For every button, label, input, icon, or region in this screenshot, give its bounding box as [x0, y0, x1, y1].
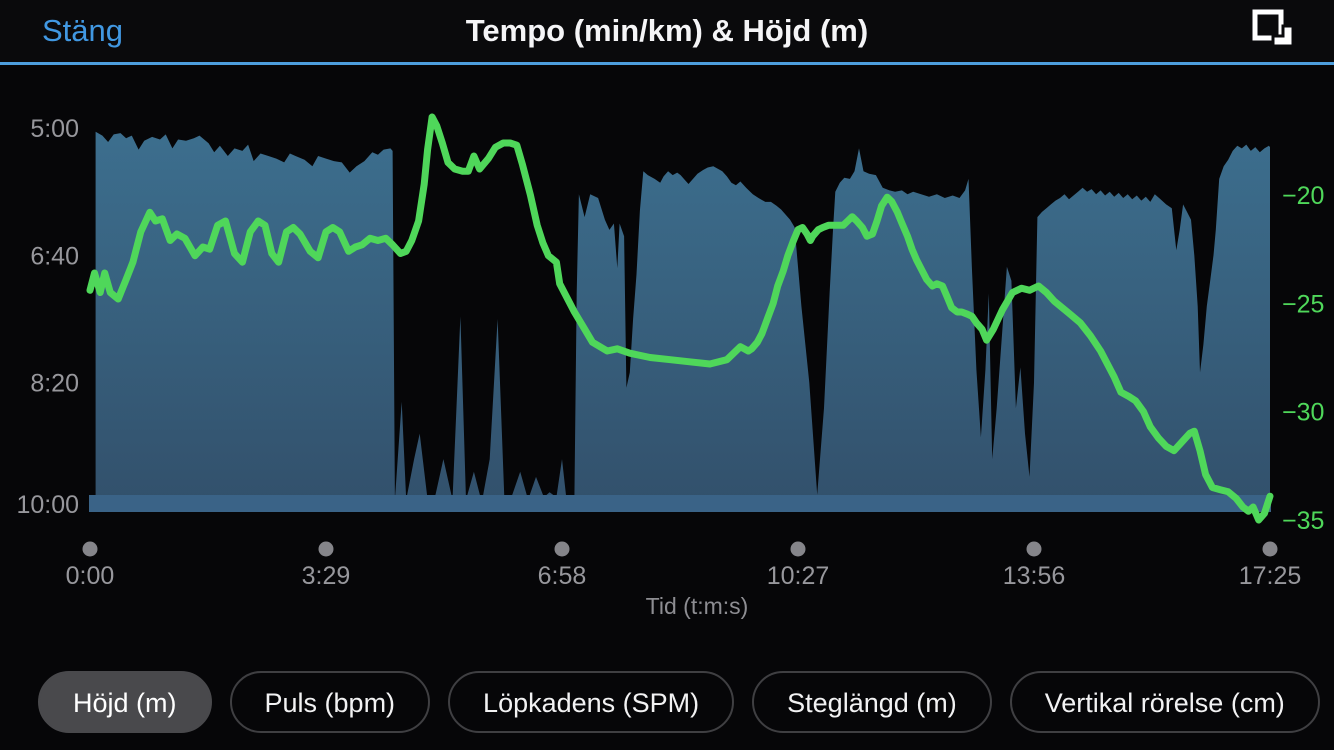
metric-button-puls-bpm[interactable]: Puls (bpm) [229, 671, 431, 733]
x-axis-title: Tid (t:m:s) [646, 593, 749, 619]
x-axis-dot [1026, 541, 1042, 557]
metric-button-vertikal-rörelse-cm[interactable]: Vertikal rörelse (cm) [1009, 671, 1320, 733]
baseline-strip [89, 495, 1271, 512]
elevation-tick-label: −30 [1282, 399, 1324, 427]
time-axis-ticks: 0:00 3:29 6:58 10:27 13:56 17:25 [66, 541, 1302, 590]
x-axis-tick-label: 3:29 [302, 562, 351, 590]
header-bar: Stäng Tempo (min/km) & Höjd (m) [0, 0, 1334, 65]
x-axis-dot [790, 541, 806, 557]
pace-area-series [95, 131, 1271, 511]
x-axis-tick-label: 6:58 [538, 562, 587, 590]
x-axis-tick-label: 17:25 [1239, 562, 1302, 590]
x-axis-dot [82, 541, 98, 557]
elevation-tick-label: −25 [1282, 290, 1324, 318]
pace-tick-label: 5:00 [30, 115, 79, 143]
metric-button-höjd-m[interactable]: Höjd (m) [38, 671, 212, 733]
x-axis-dot [1262, 541, 1278, 557]
x-axis-tick-label: 10:27 [767, 562, 830, 590]
metric-buttons-row: Höjd (m) Puls (bpm) Löpkadens (SPM) Steglän… [38, 671, 1334, 733]
pace-tick-label: 8:20 [30, 370, 79, 398]
pace-tick-label: 10:00 [16, 491, 79, 519]
metric-button-steglängd-m[interactable]: Steglängd (m) [752, 671, 992, 733]
x-axis-tick-label: 13:56 [1003, 562, 1066, 590]
close-button[interactable]: Stäng [42, 13, 124, 48]
elevation-line-series [86, 113, 1274, 524]
elevation-tick-label: −20 [1282, 182, 1324, 210]
overlap-windows-icon[interactable] [1250, 8, 1296, 54]
elevation-axis-ticks: −20 −25 −30 −35 [1282, 182, 1324, 535]
page-title: Tempo (min/km) & Höjd (m) [465, 13, 869, 48]
elevation-tick-label: −35 [1282, 507, 1324, 535]
pace-axis-ticks: 5:00 6:40 8:20 10:00 [16, 115, 79, 519]
x-axis-tick-label: 0:00 [66, 562, 115, 590]
pace-tick-label: 6:40 [30, 242, 79, 270]
x-axis-dot [318, 541, 334, 557]
x-axis-dot [554, 541, 570, 557]
metric-button-löpkadens-spm[interactable]: Löpkadens (SPM) [448, 671, 735, 733]
